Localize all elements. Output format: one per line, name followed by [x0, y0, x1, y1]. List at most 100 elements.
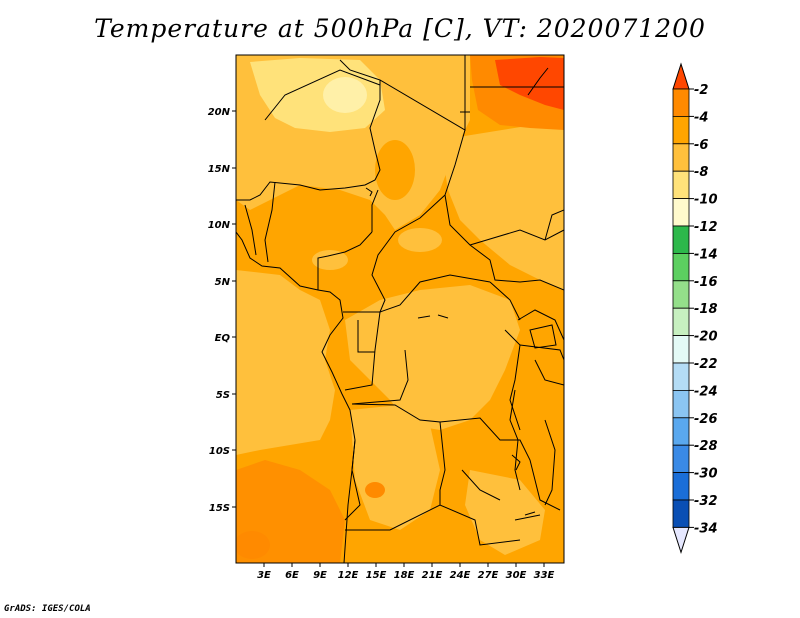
colorbar-bottom-triangle — [672, 526, 690, 555]
field-band-southeast — [465, 470, 545, 555]
map-title: Temperature at 500hPa [C], VT: 202007120… — [94, 14, 706, 43]
field-band-congo — [345, 285, 520, 430]
field-band-east-sudan — [440, 120, 564, 290]
border — [371, 189, 379, 232]
red-sea-coast — [527, 67, 549, 96]
field-patch — [398, 228, 442, 252]
border — [264, 69, 381, 121]
lat-label-eq: EQ — [215, 333, 231, 344]
latitude-axis: 20N 15N 10N 5N EQ 5S 10S 15S — [208, 107, 236, 514]
lat-label-5n: 5N — [215, 277, 231, 288]
border — [519, 344, 564, 361]
field-patch-warm-sw — [236, 531, 270, 559]
colorbar-label: -30 — [694, 467, 718, 482]
colorbar-box — [672, 307, 690, 337]
colorbar-label: -34 — [694, 521, 718, 536]
field-patch-palest — [323, 77, 367, 113]
border — [544, 419, 556, 506]
borders — [236, 55, 564, 563]
colorbar-box — [672, 335, 690, 364]
colorbar: -2 -4 -6 -8 -10 -12 -14 -16 -18 -20 -22 -24 -26 -28 -3… — [672, 62, 718, 555]
lon-label-27e: 27E — [478, 570, 499, 581]
map-frame — [235, 54, 565, 564]
lon-label-21e: 21E — [422, 570, 443, 581]
border — [244, 204, 257, 256]
lon-label-18e: 18E — [394, 570, 415, 581]
colorbar-box — [672, 444, 690, 474]
border — [345, 504, 521, 546]
lat-label-10s: 10S — [209, 446, 230, 457]
lon-label-9e: 9E — [313, 570, 327, 581]
field-patch — [375, 140, 415, 200]
border — [544, 209, 564, 241]
colorbar-label: -22 — [694, 357, 718, 372]
colorbar-box — [672, 170, 690, 199]
colorbar-box — [672, 389, 690, 419]
nile-lakes — [509, 389, 521, 491]
lon-label-6e: 6E — [285, 570, 299, 581]
lat-label-15n: 15N — [208, 164, 231, 175]
colorbar-box — [672, 499, 690, 528]
border — [343, 274, 491, 313]
border — [344, 439, 361, 521]
colorbar-box — [672, 198, 690, 227]
colorbar-label: -14 — [694, 247, 718, 262]
colorbar-box — [672, 280, 690, 309]
lat-label-5s: 5S — [216, 390, 230, 401]
border — [534, 359, 564, 386]
lon-label-12e: 12E — [338, 570, 359, 581]
colorbar-label: -26 — [694, 412, 718, 427]
colorbar-label: -2 — [694, 83, 708, 98]
field-band-angola — [350, 405, 440, 530]
field-patch-warm-angola — [365, 482, 385, 498]
grads-credit: GrADS: IGES/COLA — [4, 604, 91, 614]
border — [351, 349, 409, 405]
lat-label-20n: 20N — [208, 107, 231, 118]
colorbar-top-triangle — [672, 62, 690, 90]
lon-label-3e: 3E — [257, 570, 271, 581]
colorbar-box — [672, 225, 690, 254]
colorbar-box — [672, 88, 690, 117]
lake-outline — [417, 314, 449, 319]
colorbar-label: -20 — [694, 330, 718, 345]
border — [264, 181, 276, 263]
border — [461, 469, 501, 501]
colorbar-label: -32 — [694, 494, 718, 509]
border — [439, 417, 561, 511]
colorbar-box — [672, 116, 690, 145]
colorbar-label: -12 — [694, 220, 718, 235]
lake-outline — [524, 511, 536, 516]
colorbar-label: -18 — [694, 302, 718, 317]
colorbar-box — [672, 417, 690, 446]
border — [371, 194, 446, 313]
temperature-field — [236, 55, 564, 563]
colorbar-label: -4 — [694, 110, 708, 125]
field-band-minus8-to-minus10 — [250, 58, 385, 132]
border — [469, 229, 564, 246]
colorbar-label: -10 — [694, 193, 718, 208]
longitude-axis: 3E 6E 9E 12E 15E 18E 21E 24E 27E 30E 33E — [257, 563, 555, 581]
colorbar-box — [672, 362, 690, 391]
lake-chad — [365, 187, 373, 197]
border — [489, 281, 521, 321]
field-patch — [312, 250, 348, 270]
lon-label-15e: 15E — [366, 570, 387, 581]
colorbar-label: -28 — [694, 439, 718, 454]
lake-victoria — [529, 324, 557, 349]
colorbar-label: -6 — [694, 138, 708, 153]
field-patch — [275, 208, 325, 232]
lat-label-15s: 15S — [209, 503, 230, 514]
border — [357, 320, 375, 353]
border — [517, 309, 564, 341]
field-band-west-ocean — [236, 270, 335, 455]
lon-label-30e: 30E — [506, 570, 527, 581]
colorbar-box — [672, 143, 690, 172]
border — [444, 129, 564, 291]
lon-label-24e: 24E — [450, 570, 471, 581]
border — [317, 231, 373, 290]
border — [344, 311, 381, 391]
border — [514, 514, 541, 521]
lake-outline — [511, 454, 521, 471]
border — [236, 59, 381, 201]
